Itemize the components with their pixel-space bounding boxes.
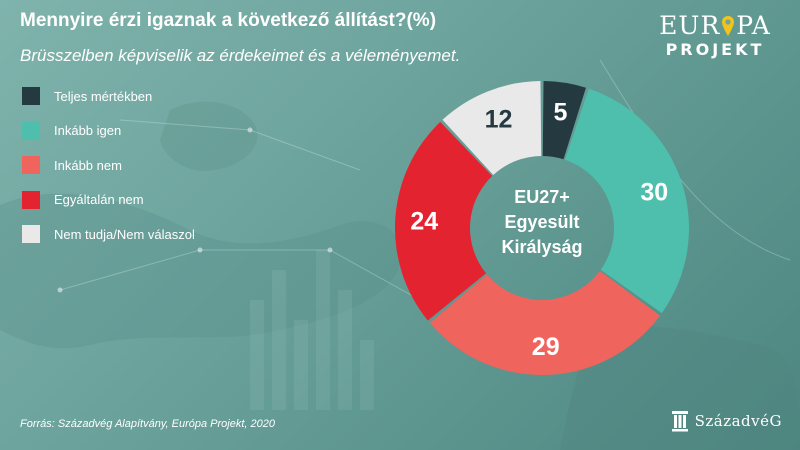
slice-value-label: 29 xyxy=(532,333,560,361)
legend-swatch xyxy=(22,225,40,243)
donut-slice xyxy=(429,270,661,375)
donut-slices xyxy=(395,81,689,375)
legend-swatch xyxy=(22,121,40,140)
europa-projekt-logo: EUR PA PROJEKT xyxy=(650,12,780,60)
slice-value-label: 12 xyxy=(485,105,513,133)
donut-slice xyxy=(564,88,689,314)
legend-label: Teljes mértékben xyxy=(54,88,153,104)
legend-item: Inkább igen xyxy=(22,121,195,141)
legend-swatch xyxy=(22,190,40,209)
column-icon xyxy=(671,411,688,432)
logo-text-left: EUR xyxy=(659,11,721,40)
legend-item: Egyáltalán nem xyxy=(22,190,195,210)
legend-label: Nem tudja/Nem válaszol xyxy=(54,226,195,242)
chart-legend: Teljes mértékben Inkább igen Inkább nem … xyxy=(22,86,195,259)
source-note: Forrás: Századvég Alapítvány, Európa Pro… xyxy=(20,418,275,430)
legend-item: Inkább nem xyxy=(22,155,195,175)
center-label-line-3: Királyság xyxy=(501,237,582,257)
donut-slice xyxy=(542,81,586,160)
brand-name: SzázadvéG xyxy=(694,412,782,430)
legend-label: Inkább igen xyxy=(54,123,122,138)
legend-item: Nem tudja/Nem válaszol xyxy=(22,224,195,244)
chart-subtitle: Brüsszelben képviselik az érdekeimet és … xyxy=(20,46,461,65)
map-pin-icon xyxy=(722,16,735,36)
donut-slice-labels: 5 30 29 24 12 xyxy=(410,98,668,360)
donut-slice xyxy=(442,81,542,176)
slice-value-label: 5 xyxy=(554,98,568,126)
center-label-line-2: Egyesült xyxy=(504,212,579,232)
logo-text-right: PA xyxy=(736,11,771,40)
center-label-line-1: EU27+ xyxy=(514,187,570,207)
donut-slice xyxy=(395,121,493,321)
slice-value-label: 24 xyxy=(410,208,438,236)
legend-swatch xyxy=(22,156,40,174)
legend-swatch xyxy=(22,87,40,105)
legend-item: Teljes mértékben xyxy=(22,86,195,106)
legend-label: Inkább nem xyxy=(54,157,122,173)
legend-label: Egyáltalán nem xyxy=(54,192,144,207)
szazadveg-logo: SzázadvéG xyxy=(671,410,782,432)
slice-value-label: 30 xyxy=(640,179,668,207)
chart-title: Mennyire érzi igaznak a következő állítá… xyxy=(20,10,437,31)
logo-subtitle: PROJEKT xyxy=(665,40,765,59)
